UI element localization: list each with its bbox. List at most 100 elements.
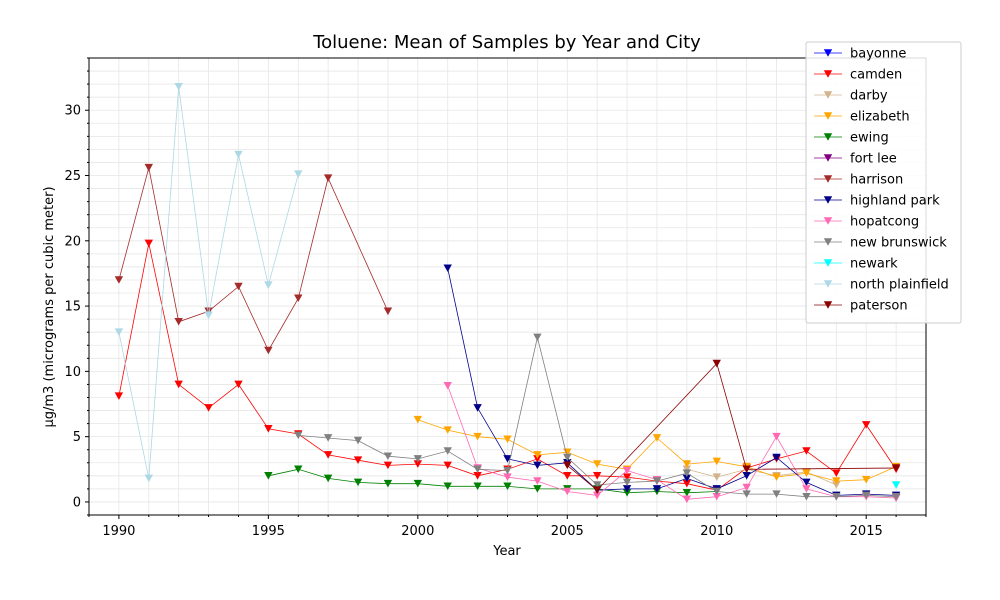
legend-marker [823, 238, 833, 246]
data-point [234, 282, 243, 291]
legend-label: highland park [850, 194, 940, 209]
data-point [533, 477, 542, 485]
data-point [682, 465, 692, 474]
series-newark [891, 481, 901, 489]
y-tick-label: 30 [64, 104, 81, 119]
data-point [712, 473, 721, 481]
data-point [174, 82, 183, 91]
data-point [712, 492, 721, 501]
data-point [772, 473, 781, 481]
data-point [592, 491, 602, 500]
data-point [622, 473, 632, 481]
data-point [652, 485, 662, 493]
data-point [802, 478, 811, 487]
data-point [204, 311, 213, 320]
data-point [503, 482, 512, 491]
data-point [473, 404, 482, 412]
data-point [503, 466, 512, 475]
chart-title: Toluene: Mean of Samples by Year and Cit… [312, 32, 701, 53]
series-hopatcong [443, 381, 901, 504]
data-point [323, 174, 333, 182]
data-point [622, 485, 632, 493]
data-point [802, 447, 811, 455]
data-point [443, 447, 452, 455]
data-point [294, 294, 303, 303]
data-point [862, 475, 871, 484]
data-point [533, 461, 542, 470]
series-line [686, 468, 837, 486]
legend-marker [823, 49, 833, 57]
data-point [114, 328, 124, 336]
data-point [114, 276, 124, 284]
data-point [264, 281, 273, 289]
data-point [533, 333, 542, 342]
data-point [862, 421, 871, 429]
data-point [264, 346, 273, 355]
x-tick-label: 2005 [551, 524, 584, 539]
series-line [118, 167, 389, 352]
y-tick-label: 10 [64, 365, 81, 380]
data-point [772, 432, 781, 441]
x-tick-label: 2010 [700, 524, 733, 539]
y-tick-label: 5 [73, 430, 81, 445]
legend-box [805, 41, 962, 324]
data-point [174, 380, 183, 389]
data-point [294, 170, 303, 178]
data-point [652, 434, 662, 442]
data-point [264, 425, 273, 433]
data-point [682, 495, 692, 504]
data-point [353, 478, 363, 487]
data-point [682, 474, 692, 483]
legend-marker [823, 133, 833, 141]
data-point [712, 359, 721, 368]
data-point [443, 461, 452, 470]
x-tick-label: 1995 [252, 524, 285, 539]
series-line [567, 362, 897, 491]
legend-label: new brunswick [850, 236, 947, 251]
legend-label: north plainfield [850, 278, 949, 293]
data-point [862, 491, 871, 500]
data-point [443, 264, 452, 272]
data-point [323, 451, 333, 459]
legend-marker [823, 301, 833, 309]
data-point [742, 483, 751, 492]
data-point [622, 478, 632, 487]
data-point [832, 469, 841, 477]
data-point [891, 481, 901, 489]
legend-label: elizabeth [850, 110, 910, 125]
data-point [413, 460, 423, 468]
y-axis-label: µg/m3 (micrograms per cubic meter) [42, 186, 57, 427]
data-point [323, 434, 333, 442]
x-tick-label: 2015 [850, 524, 883, 539]
data-point [503, 473, 512, 481]
data-point [682, 479, 692, 488]
data-point [323, 474, 333, 483]
data-point [383, 479, 393, 488]
data-point [443, 381, 452, 390]
data-point [473, 465, 482, 474]
data-point [742, 465, 751, 474]
data-point [772, 453, 781, 462]
data-point [652, 477, 662, 485]
legend-label: paterson [850, 299, 908, 314]
data-point [114, 392, 124, 400]
data-point [891, 492, 901, 501]
data-point [563, 453, 572, 462]
series-line [447, 268, 897, 496]
data-point [443, 482, 452, 491]
data-point [204, 404, 213, 412]
legend: bayonne camden darby elizabeth ewing fort lee… [805, 41, 962, 324]
y-tick-label: 15 [64, 300, 81, 315]
data-point [144, 239, 153, 248]
legend-label: newark [850, 257, 898, 272]
x-tick-label: 1990 [102, 524, 135, 539]
data-point [413, 479, 423, 488]
y-tick-label: 20 [64, 234, 81, 249]
legend-marker [823, 280, 833, 288]
data-point [413, 415, 423, 424]
series-line [447, 385, 897, 500]
grid [88, 57, 927, 516]
data-point [832, 477, 841, 485]
